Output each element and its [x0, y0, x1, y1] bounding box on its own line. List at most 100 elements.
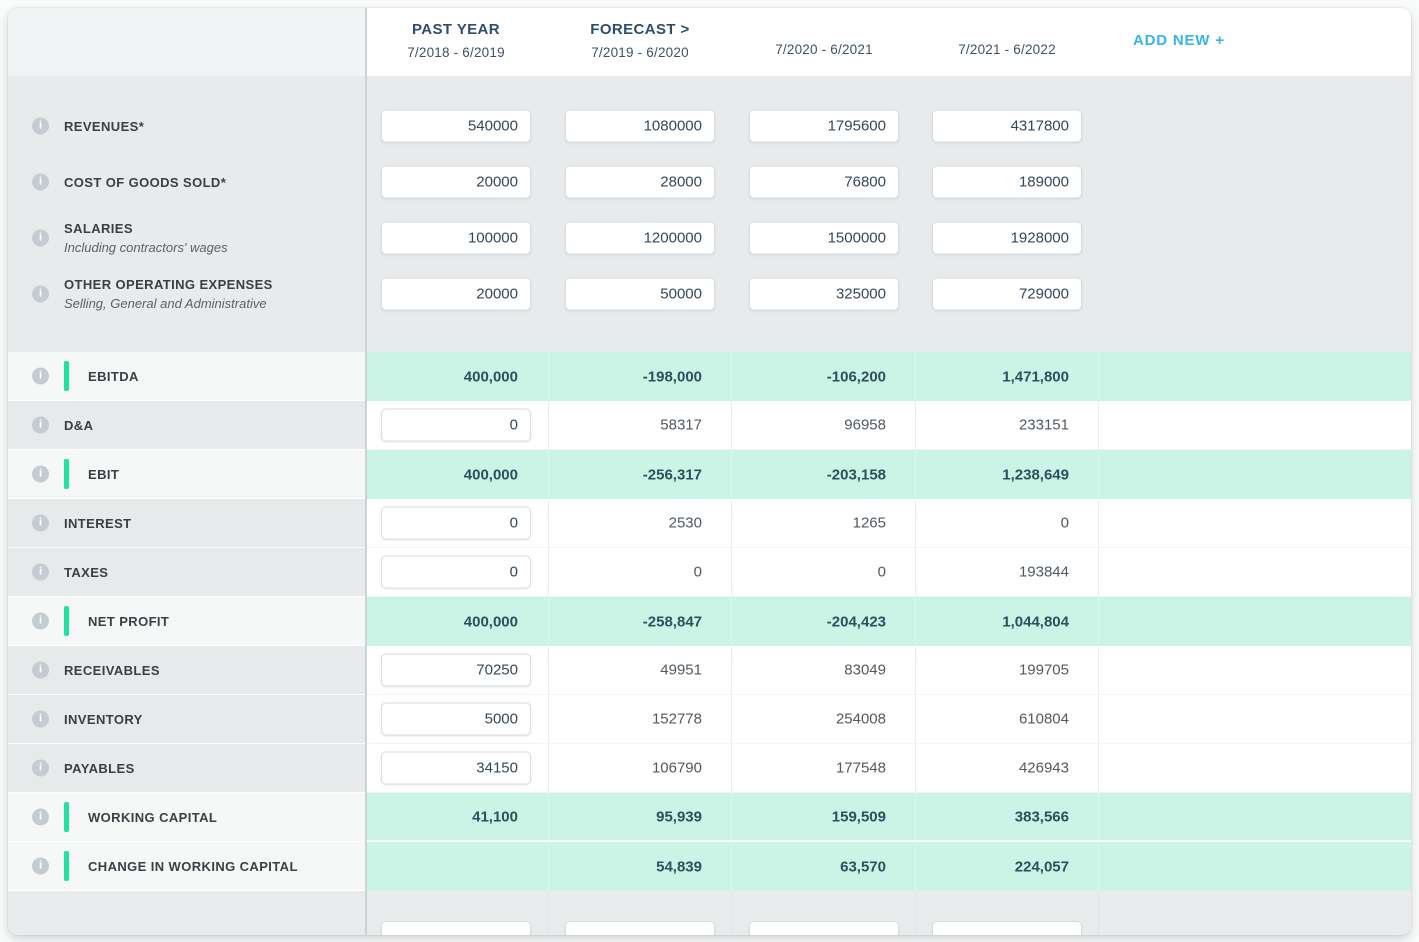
revenues-input-col1[interactable]: [381, 109, 531, 143]
salaries-input-col2[interactable]: [565, 221, 715, 255]
salaries-input-col3[interactable]: [749, 221, 899, 255]
column-date-range: 7/2018 - 6/2019: [407, 45, 505, 60]
column-date-range: 7/2021 - 6/2022: [958, 42, 1056, 57]
row-interest: i INTEREST 2530 1265 0: [8, 499, 1411, 548]
info-icon[interactable]: i: [32, 416, 49, 434]
taxes-input-col1[interactable]: [381, 555, 531, 589]
row-sidebar-revenues: i REVENUES*: [8, 98, 366, 154]
info-icon[interactable]: i: [32, 710, 49, 728]
row-label: INTEREST: [64, 515, 132, 531]
receivables-input-col1[interactable]: [381, 653, 531, 687]
value-cell: 0: [877, 563, 886, 581]
row-label-group: TAXES: [64, 565, 108, 580]
row-label: PAYABLES: [64, 760, 135, 776]
value-cell: 41,100: [472, 808, 518, 825]
column-separator: [915, 695, 916, 743]
row-label: TAXES: [64, 564, 109, 580]
row-label-group: WORKING CAPITAL: [88, 810, 217, 825]
row-data-other-operating-expenses: [366, 266, 1411, 322]
row-label: RECEIVABLES: [64, 662, 160, 678]
header-sidebar-spacer: [8, 8, 366, 76]
info-icon[interactable]: i: [32, 563, 49, 581]
info-icon[interactable]: i: [32, 173, 49, 191]
value-cell: 199705: [1018, 661, 1069, 679]
new-row-input-col4[interactable]: [932, 921, 1082, 935]
new-row-input-col1[interactable]: [381, 921, 531, 935]
payables-input-col1[interactable]: [381, 751, 531, 785]
new-row-input-col2[interactable]: [565, 921, 715, 935]
column-separator: [731, 842, 732, 891]
column-separator: [548, 842, 549, 891]
column-separator: [915, 548, 916, 596]
row-label: NET PROFIT: [88, 613, 170, 629]
row-label-group: INVENTORY: [64, 712, 143, 727]
column-separator: [548, 793, 549, 840]
inventory-input-col1[interactable]: [381, 702, 531, 736]
row-label: REVENUES*: [64, 118, 145, 134]
cost-of-goods-sold-input-col2[interactable]: [565, 165, 715, 199]
other-operating-expenses-input-col3[interactable]: [749, 277, 899, 311]
row-salaries: i SALARIES Including contractors' wages: [8, 210, 1411, 266]
revenues-input-col2[interactable]: [565, 109, 715, 143]
sidebar-divider: [365, 8, 367, 935]
row-sidebar-salaries: i SALARIES Including contractors' wages: [8, 210, 366, 266]
column-separator: [731, 499, 732, 547]
info-icon[interactable]: i: [32, 285, 49, 303]
column-separator: [731, 450, 732, 499]
row-other-operating-expenses: i OTHER OPERATING EXPENSES Selling, Genera…: [8, 266, 1411, 322]
info-icon[interactable]: i: [32, 661, 49, 679]
value-cell: 95,939: [656, 808, 702, 825]
column-header-forecast[interactable]: FORECAST > 7/2019 - 6/2020: [565, 21, 715, 60]
revenues-input-col4[interactable]: [932, 109, 1082, 143]
salaries-input-col4[interactable]: [932, 221, 1082, 255]
d-and-a-input-col1[interactable]: [381, 408, 531, 442]
value-cell: -258,847: [642, 613, 702, 630]
row-sidebar-net-profit: i NET PROFIT: [8, 597, 366, 646]
value-cell: 400,000: [463, 368, 518, 385]
other-operating-expenses-input-col1[interactable]: [381, 277, 531, 311]
info-icon[interactable]: i: [32, 857, 49, 875]
info-icon[interactable]: i: [32, 612, 49, 630]
row-cost-of-goods-sold: i COST OF GOODS SOLD*: [8, 154, 1411, 210]
value-cell: 1,044,804: [1002, 613, 1069, 630]
info-icon[interactable]: i: [32, 465, 49, 483]
other-operating-expenses-input-col4[interactable]: [932, 277, 1082, 311]
value-cell: -203,158: [826, 466, 886, 483]
info-icon[interactable]: i: [32, 367, 49, 385]
column-header-past-year: PAST YEAR 7/2018 - 6/2019: [381, 21, 531, 60]
value-cell: -198,000: [642, 368, 702, 385]
computed-accent-bar: [64, 802, 69, 832]
column-separator: [731, 597, 732, 646]
row-label: INVENTORY: [64, 711, 143, 727]
value-cell: 0: [1060, 514, 1069, 532]
add-new-column-button[interactable]: ADD NEW +: [1133, 32, 1225, 49]
row-label-group: OTHER OPERATING EXPENSES Selling, General…: [64, 277, 273, 311]
row-data-revenues: [366, 98, 1411, 154]
column-separator: [915, 842, 916, 891]
forecast-table-card: PAST YEAR 7/2018 - 6/2019 FORECAST > 7/2…: [8, 8, 1411, 935]
cost-of-goods-sold-input-col4[interactable]: [932, 165, 1082, 199]
row-label: WORKING CAPITAL: [88, 809, 218, 825]
row-sublabel: Including contractors' wages: [64, 240, 228, 255]
new-row-input-col3[interactable]: [749, 921, 899, 935]
other-operating-expenses-input-col2[interactable]: [565, 277, 715, 311]
value-cell: 49951: [660, 661, 702, 679]
column-title: PAST YEAR: [411, 21, 501, 38]
column-separator: [548, 548, 549, 596]
interest-input-col1[interactable]: [381, 506, 531, 540]
revenues-input-col3[interactable]: [749, 109, 899, 143]
info-icon[interactable]: i: [32, 117, 49, 135]
info-icon[interactable]: i: [32, 229, 49, 247]
column-separator: [731, 401, 732, 449]
info-icon[interactable]: i: [32, 759, 49, 777]
salaries-input-col1[interactable]: [381, 221, 531, 255]
column-separator: [1098, 695, 1099, 743]
info-icon[interactable]: i: [32, 514, 49, 532]
row-sidebar-cost-of-goods-sold: i COST OF GOODS SOLD*: [8, 154, 366, 210]
computed-accent-bar: [64, 361, 69, 391]
cost-of-goods-sold-input-col3[interactable]: [749, 165, 899, 199]
row-label-group: NET PROFIT: [88, 614, 169, 629]
cost-of-goods-sold-input-col1[interactable]: [381, 165, 531, 199]
info-icon[interactable]: i: [32, 808, 49, 826]
column-separator: [548, 450, 549, 499]
